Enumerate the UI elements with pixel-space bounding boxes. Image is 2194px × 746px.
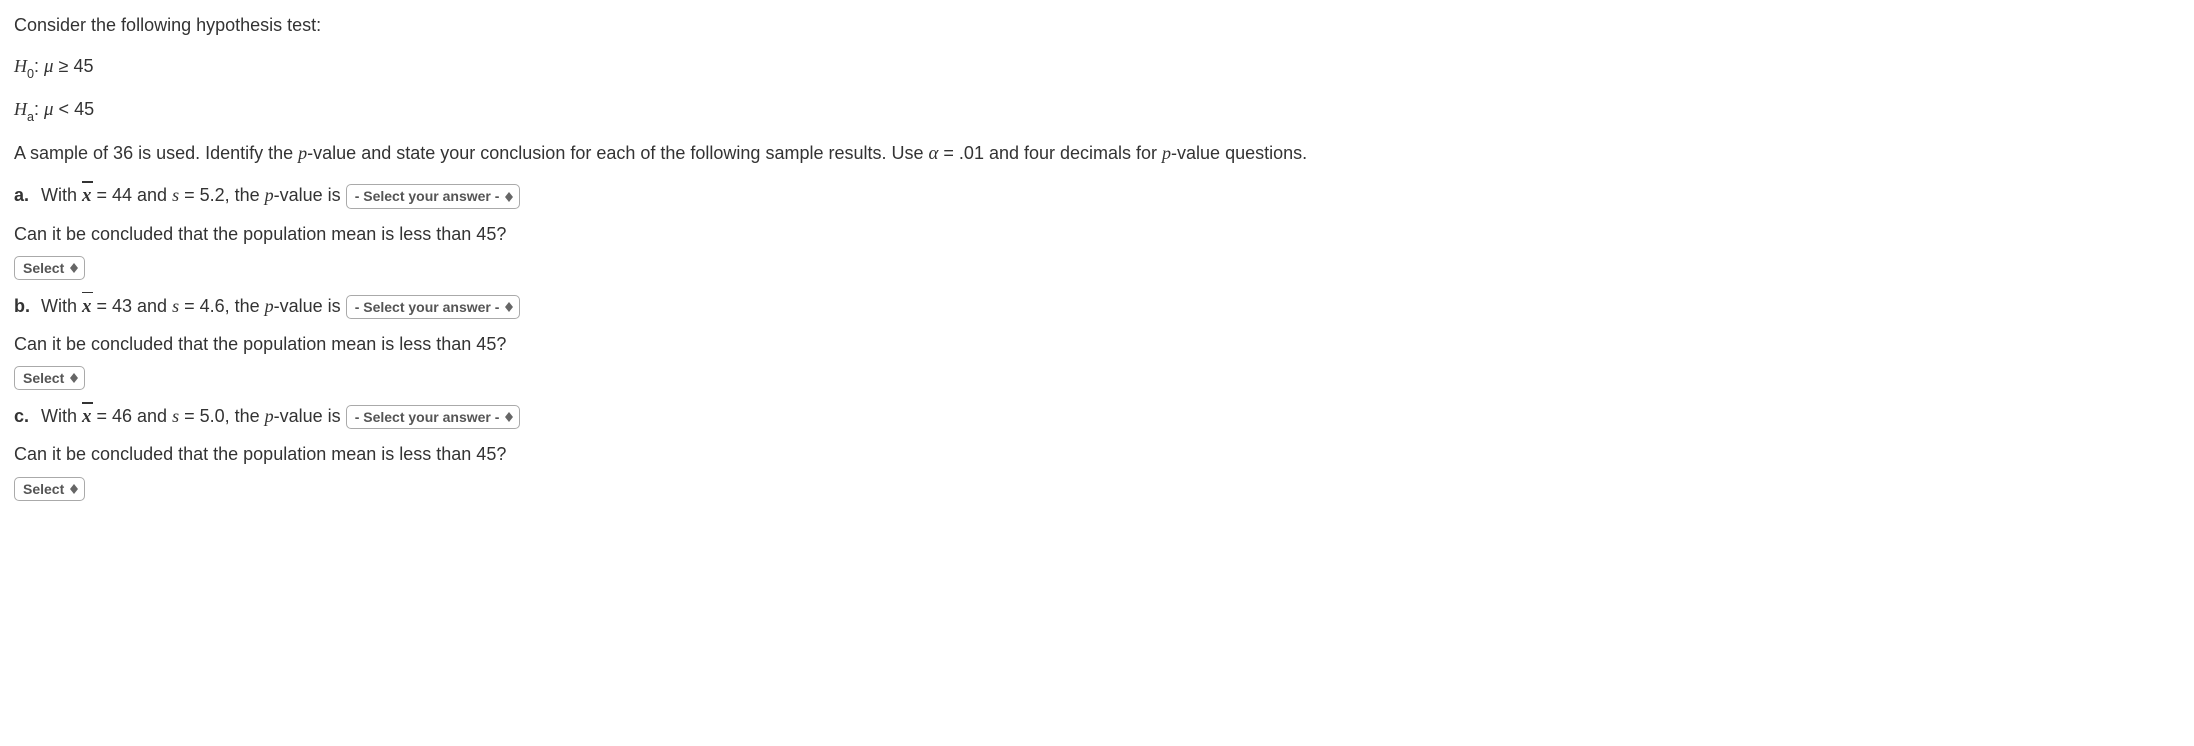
part-c-pvalue-select[interactable]: - Select your answer - [346,405,521,429]
h0-H: H [14,56,27,76]
part-b-with: With [41,296,82,316]
part-b-conclusion-select[interactable]: Select [14,366,85,390]
part-b-label: b. [14,293,36,320]
alpha-sym: α [929,143,939,164]
ha-sub: a [27,110,34,124]
updown-icon [70,484,78,494]
part-a-conclusion-select[interactable]: Select [14,256,85,280]
part-a-p: p [265,185,274,205]
part-b-p: p [265,296,274,316]
part-b-s-eq: = 4.6, the [179,296,265,316]
h0-sub: 0 [27,67,34,81]
select-label: - Select your answer - [355,187,500,205]
part-c-pval-txt: -value is [274,406,341,426]
xbar-b: x [82,293,91,321]
part-c-with: With [41,406,82,426]
alpha-eq: = .01 and four decimals for [938,143,1162,163]
h0-colon: : [34,56,44,76]
part-a-with: With [41,185,82,205]
part-c-p: p [265,406,274,426]
select-label: - Select your answer - [355,408,500,426]
xbar-a: x [82,182,91,210]
alt-hypothesis: Ha: μ < 45 [14,96,2180,125]
part-a-line: a. With x = 44 and s = 5.2, the p-value … [14,182,2180,210]
part-a-label: a. [14,182,36,209]
select-label: Select [23,369,64,387]
p-sym-1: p [298,143,307,163]
ha-val: 45 [74,99,94,119]
select-label: - Select your answer - [355,298,500,316]
part-c-conclusion-q: Can it be concluded that the population … [14,441,2180,468]
sample-t2: -value and state your conclusion for eac… [307,143,928,163]
part-c-s-eq: = 5.0, the [179,406,265,426]
sample-t1: A sample of 36 is used. Identify the [14,143,298,163]
part-a-pvalue-select[interactable]: - Select your answer - [346,184,521,208]
updown-icon [505,412,513,422]
part-a-s-eq: = 5.2, the [179,185,265,205]
part-b-pvalue-select[interactable]: - Select your answer - [346,295,521,319]
h0-mu: μ [44,56,53,77]
select-label: Select [23,480,64,498]
ha-colon: : [34,99,44,119]
null-hypothesis: H0: μ ≥ 45 [14,53,2180,82]
part-c-label: c. [14,403,36,430]
ha-mu: μ [44,99,53,120]
part-c-xbar-eq: = 46 and [91,406,172,426]
part-c-line: c. With x = 46 and s = 5.0, the p-value … [14,403,2180,431]
part-a-xbar-eq: = 44 and [91,185,172,205]
part-a-pval-txt: -value is [274,185,341,205]
ha-rel: < [59,99,70,119]
h0-val: 45 [73,56,93,76]
updown-icon [505,192,513,202]
sample-t3: -value questions. [1171,143,1307,163]
updown-icon [70,263,78,273]
xbar-c: x [82,403,91,431]
part-b-conclusion-q: Can it be concluded that the population … [14,331,2180,358]
intro-text: Consider the following hypothesis test: [14,12,2180,39]
part-b-xbar-eq: = 43 and [91,296,172,316]
part-a-conclusion-q: Can it be concluded that the population … [14,221,2180,248]
sample-description: A sample of 36 is used. Identify the p-v… [14,140,2180,168]
p-sym-2: p [1162,143,1171,163]
updown-icon [70,373,78,383]
part-c-conclusion-select[interactable]: Select [14,477,85,501]
h0-rel: ≥ [59,56,69,76]
updown-icon [505,302,513,312]
part-b-line: b. With x = 43 and s = 4.6, the p-value … [14,293,2180,321]
select-label: Select [23,259,64,277]
ha-H: H [14,99,27,119]
part-b-pval-txt: -value is [274,296,341,316]
